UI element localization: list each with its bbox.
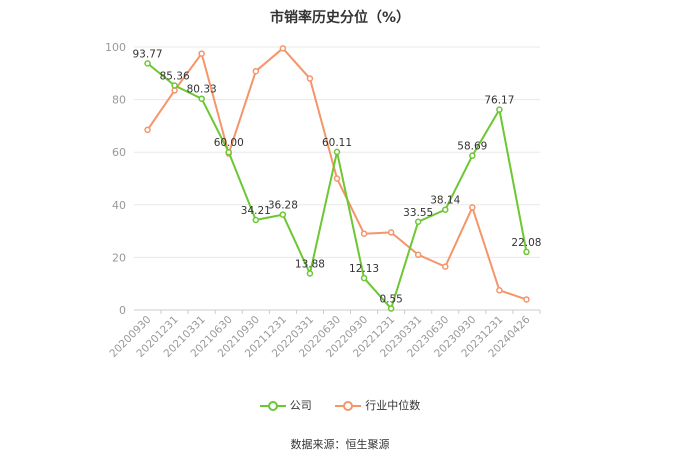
data-point xyxy=(279,45,287,52)
data-label: 58.69 xyxy=(457,141,487,153)
legend-item-industry[interactable]: 行业中位数 xyxy=(335,397,420,413)
data-point xyxy=(442,263,449,270)
legend-label-company: 公司 xyxy=(289,399,312,412)
data-label: 33.55 xyxy=(403,207,433,219)
y-tick-label: 20 xyxy=(112,251,126,264)
legend-item-company[interactable]: 公司 xyxy=(259,397,312,413)
data-point xyxy=(198,50,205,57)
data-label: 76.17 xyxy=(484,95,514,107)
data-source: 数据来源：恒生聚源 xyxy=(290,438,390,451)
data-point xyxy=(198,95,205,102)
y-tick-label: 60 xyxy=(112,146,126,159)
data-point xyxy=(523,248,530,256)
data-label: 22.08 xyxy=(511,237,541,249)
data-label: 80.33 xyxy=(187,84,217,96)
data-point xyxy=(469,152,476,159)
y-tick-label: 0 xyxy=(119,304,126,317)
legend-label-industry: 行业中位数 xyxy=(365,399,421,412)
data-label: 85.36 xyxy=(160,71,190,83)
data-label: 12.13 xyxy=(349,263,379,275)
data-label: 36.28 xyxy=(268,200,298,212)
chart: 0204060801002020093020201231202103312021… xyxy=(105,41,541,360)
legend-swatch-industry xyxy=(335,400,362,412)
data-label: 60.00 xyxy=(214,137,244,149)
legend-swatch-company xyxy=(259,400,286,412)
data-point xyxy=(171,82,178,89)
data-point xyxy=(252,216,260,224)
data-point xyxy=(306,270,314,277)
y-tick-label: 40 xyxy=(112,199,126,212)
data-label: 13.88 xyxy=(295,258,325,270)
chart-title: 市销率历史分位（%） xyxy=(269,10,411,26)
data-point xyxy=(279,211,287,218)
y-tick-label: 100 xyxy=(105,41,126,54)
data-point xyxy=(387,229,395,236)
data-label: 34.21 xyxy=(241,205,271,217)
legend: 公司 行业中位数 xyxy=(0,397,680,413)
data-point xyxy=(144,60,151,67)
data-point xyxy=(387,305,395,312)
y-tick-label: 80 xyxy=(112,94,126,107)
data-point xyxy=(144,126,151,134)
data-point xyxy=(360,230,368,237)
data-point xyxy=(414,251,422,259)
data-label: 60.11 xyxy=(322,137,352,149)
data-point xyxy=(442,206,449,213)
data-point xyxy=(306,75,314,82)
data-label: 38.14 xyxy=(430,195,460,207)
data-point xyxy=(252,67,260,75)
data-point xyxy=(496,106,503,113)
data-point xyxy=(360,274,368,282)
data-label: 93.77 xyxy=(133,48,163,60)
data-point xyxy=(225,148,232,156)
data-point xyxy=(469,204,476,211)
data-point xyxy=(333,148,341,156)
data-label: 0.55 xyxy=(379,294,402,306)
data-point xyxy=(414,218,422,226)
data-point xyxy=(333,175,341,182)
data-point xyxy=(523,296,530,303)
data-point xyxy=(496,287,503,294)
